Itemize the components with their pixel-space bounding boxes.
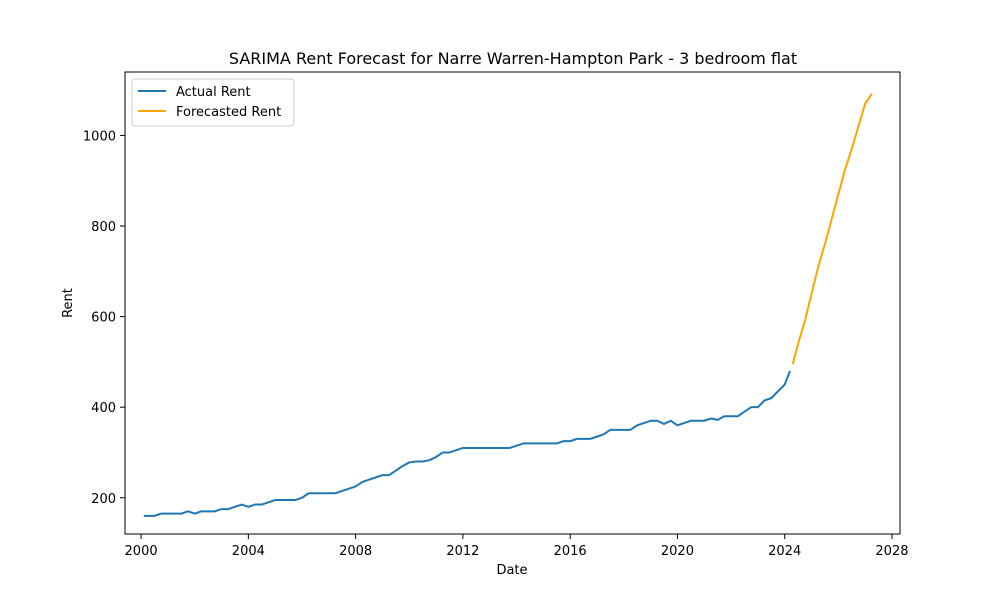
series-line-actual-rent <box>143 370 791 517</box>
x-tick-label: 2008 <box>339 544 372 559</box>
plot-frame <box>124 71 901 535</box>
legend: Actual Rent Forecasted Rent <box>131 78 295 127</box>
chart-title: SARIMA Rent Forecast for Narre Warren-Ha… <box>229 49 797 68</box>
plot-area <box>124 71 901 535</box>
y-axis-title: Rent <box>61 288 76 318</box>
x-tick-label: 2012 <box>446 544 479 559</box>
x-axis-title: Date <box>496 563 527 578</box>
x-axis: 2000 2004 2008 2012 2016 2020 2024 2028 <box>125 534 909 559</box>
y-tick-label: 200 <box>91 492 116 507</box>
y-tick-label: 1000 <box>83 129 116 144</box>
x-tick-label: 2000 <box>125 544 158 559</box>
y-tick-label: 800 <box>91 220 116 235</box>
series-line-forecasted-rent <box>791 93 873 365</box>
legend-box <box>131 78 295 127</box>
x-tick-label: 2024 <box>768 544 801 559</box>
x-tick-label: 2016 <box>554 544 587 559</box>
x-tick-label: 2004 <box>232 544 265 559</box>
x-tick-label: 2028 <box>875 544 908 559</box>
y-tick-label: 400 <box>91 401 116 416</box>
legend-label-forecasted-rent: Forecasted Rent <box>176 105 281 120</box>
x-tick-label: 2020 <box>661 544 694 559</box>
y-axis: 200 400 600 800 1000 <box>83 129 125 507</box>
y-tick-label: 600 <box>91 311 116 326</box>
series-layer <box>143 93 873 517</box>
legend-label-actual-rent: Actual Rent <box>176 85 251 100</box>
